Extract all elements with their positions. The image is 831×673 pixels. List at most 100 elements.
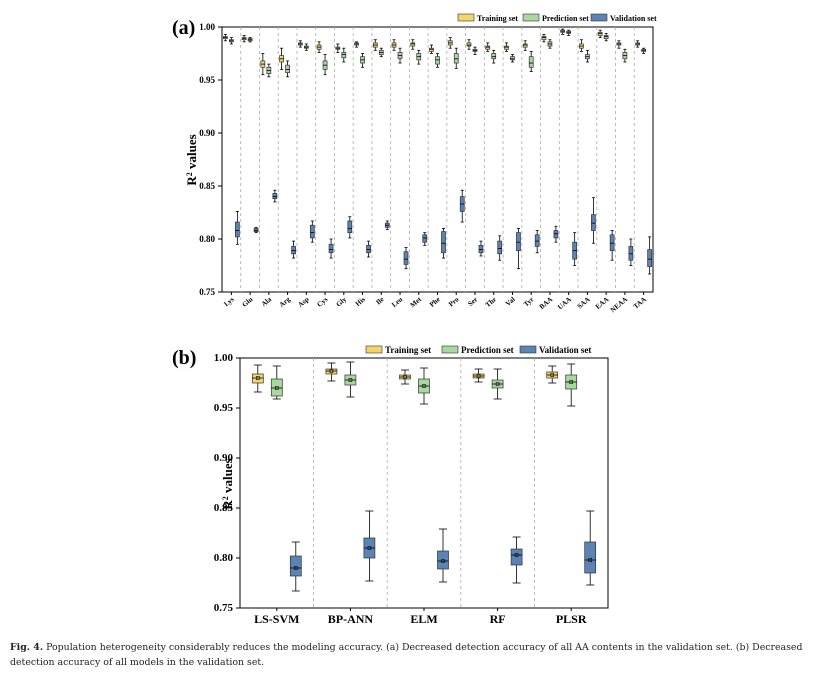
caption-text: Population heterogeneity considerably re… [10, 642, 803, 668]
validation-set-box [272, 189, 278, 203]
panel-b-boxes [251, 361, 597, 592]
box-iqr [272, 193, 278, 200]
box-iqr [597, 31, 603, 36]
training-set-box [399, 369, 411, 385]
x-category-label: Glu [241, 295, 255, 308]
x-category-label: Asp [297, 295, 311, 309]
validation-set-box [384, 220, 390, 230]
prediction-set-box [341, 47, 347, 63]
box-iqr [435, 56, 440, 65]
panel-b-label: (b) [172, 347, 196, 369]
training-set-box [335, 43, 341, 53]
box-iqr [285, 64, 290, 73]
panel-b-chart: (b) Training set Prediction set Validation… [172, 345, 609, 626]
x-category-label: SAA [576, 295, 592, 310]
validation-set-box [591, 197, 596, 244]
panel-a-y-axis: 0.75 0.80 0.85 0.90 0.95 1.00 [199, 22, 222, 297]
legend-swatch-prediction [522, 13, 540, 22]
box-iqr [584, 541, 597, 574]
prediction-set-box [270, 365, 283, 400]
box-iqr [628, 246, 634, 261]
validation-set-box [289, 541, 302, 592]
training-set-box [485, 42, 491, 52]
caption-lead: Fig. 4. [10, 642, 44, 653]
validation-set-box [437, 528, 449, 583]
y-tick-label: 0.85 [199, 181, 215, 191]
box-iqr [366, 245, 371, 254]
validation-set-box [553, 225, 559, 243]
training-set-box [316, 41, 322, 53]
training-set-box [579, 39, 584, 52]
box-iqr [478, 245, 484, 254]
training-set-box [616, 40, 622, 49]
box-iqr [422, 234, 428, 243]
box-mean-marker [367, 546, 372, 550]
prediction-set-box [528, 50, 534, 72]
y-tick-label: 0.95 [199, 75, 215, 85]
x-category-label: His [354, 295, 367, 308]
prediction-set-box [344, 361, 357, 398]
legend-label-validation: Validation set [610, 14, 657, 23]
y-tick-label: 0.85 [214, 502, 234, 514]
prediction-set-box [453, 47, 459, 69]
validation-set-box [347, 216, 353, 239]
panel-a-dividers [240, 27, 635, 292]
validation-set-box [647, 236, 652, 275]
prediction-set-box [378, 47, 384, 58]
prediction-set-box [397, 47, 403, 64]
box-mean-marker [293, 566, 298, 570]
x-category-label: UAA [556, 295, 573, 311]
x-category-label: Ser [466, 295, 479, 308]
box-mean-marker [495, 382, 500, 386]
prediction-set-box [229, 37, 234, 45]
box-iqr [410, 42, 416, 47]
panel-a-legend: Training set Prediction set Validation set [457, 13, 657, 23]
prediction-set-box [603, 32, 609, 42]
box-mean-marker [255, 376, 260, 380]
box-iqr [429, 47, 434, 52]
box-iqr [341, 52, 347, 59]
training-set-box [522, 40, 528, 51]
prediction-set-box [435, 53, 440, 68]
box-iqr [466, 42, 472, 47]
box-iqr [403, 251, 409, 265]
prediction-set-box [285, 60, 290, 78]
box-mean-marker [329, 369, 334, 373]
validation-set-box [441, 227, 446, 259]
validation-set-box [366, 240, 371, 258]
box-iqr [270, 378, 283, 397]
legend-swatch-training [457, 13, 475, 22]
prediction-set-box [360, 53, 365, 68]
panel-a-y-axis-title: R2 values [184, 134, 199, 185]
x-category-label: Ile [374, 295, 385, 306]
prediction-set-box [303, 43, 309, 51]
panel-b-y-axis-title: R2 values [220, 458, 235, 509]
figure-caption: Fig. 4. Population heterogeneity conside… [10, 640, 822, 670]
validation-set-box [628, 238, 634, 266]
legend-swatch-validation [519, 345, 537, 354]
box-iqr [609, 234, 615, 252]
panel-a-chart: (a) Training set Prediction set Validation… [172, 13, 657, 314]
prediction-set-box [491, 49, 497, 64]
training-set-box [372, 39, 378, 51]
prediction-set-box [641, 47, 646, 54]
box-iqr [253, 228, 259, 232]
box-iqr [647, 249, 652, 267]
validation-set-box [609, 230, 615, 261]
box-mean-marker [422, 384, 426, 388]
prediction-set-box [416, 49, 422, 65]
validation-set-box [478, 240, 484, 257]
prediction-set-box [622, 48, 628, 63]
validation-set-box [510, 536, 523, 584]
training-set-box [541, 34, 547, 43]
training-set-box [260, 53, 266, 76]
x-category-label: Thr [484, 295, 498, 309]
box-iqr [528, 56, 534, 68]
box-mean-marker [569, 380, 574, 384]
legend-label-prediction: Prediction set [542, 14, 589, 23]
box-iqr [603, 35, 609, 40]
box-iqr [251, 373, 264, 384]
y-tick-label: 0.90 [199, 128, 215, 138]
validation-set-box [516, 227, 521, 270]
x-category-label: TAA [632, 295, 648, 310]
